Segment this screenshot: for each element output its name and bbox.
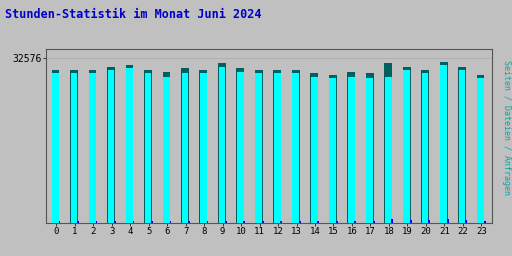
Text: Seiten / Dateien / Anfragen: Seiten / Dateien / Anfragen <box>502 60 511 196</box>
Bar <box>440 62 447 223</box>
Bar <box>77 221 79 223</box>
Bar <box>151 221 153 223</box>
Bar <box>188 221 190 223</box>
Bar <box>410 220 412 223</box>
Bar <box>329 75 336 223</box>
Bar <box>274 73 281 223</box>
Bar <box>299 221 301 223</box>
Bar <box>459 70 465 223</box>
Bar <box>144 73 151 223</box>
Bar <box>403 70 410 223</box>
Bar <box>347 72 355 223</box>
Bar <box>219 67 225 223</box>
Bar <box>107 67 115 223</box>
Bar <box>273 70 281 223</box>
Bar <box>237 68 244 223</box>
Bar <box>70 70 78 223</box>
Bar <box>182 73 188 223</box>
Bar <box>125 65 133 223</box>
Bar <box>108 70 114 223</box>
Bar <box>52 73 59 223</box>
Bar <box>126 68 133 223</box>
Bar <box>89 73 96 223</box>
Bar <box>244 221 245 223</box>
Bar <box>348 77 355 223</box>
Bar <box>71 73 77 223</box>
Bar <box>200 70 207 223</box>
Bar <box>403 67 411 223</box>
Bar <box>311 77 317 223</box>
Bar <box>281 221 282 223</box>
Bar <box>422 73 429 223</box>
Bar <box>421 70 429 223</box>
Bar <box>133 221 135 223</box>
Bar <box>484 221 485 223</box>
Bar <box>262 221 264 223</box>
Bar <box>440 65 447 223</box>
Text: Stunden-Statistik im Monat Juni 2024: Stunden-Statistik im Monat Juni 2024 <box>5 8 262 21</box>
Bar <box>391 219 393 223</box>
Bar <box>385 63 392 223</box>
Bar <box>292 70 300 223</box>
Bar <box>200 73 207 223</box>
Bar <box>310 73 318 223</box>
Bar <box>144 70 152 223</box>
Bar <box>52 70 59 223</box>
Bar <box>317 221 319 223</box>
Bar <box>329 78 336 223</box>
Bar <box>169 221 172 223</box>
Bar <box>225 221 227 223</box>
Bar <box>114 221 116 223</box>
Bar <box>354 221 356 223</box>
Bar <box>237 72 244 223</box>
Bar <box>89 70 96 223</box>
Bar <box>367 78 373 223</box>
Bar <box>447 219 449 223</box>
Bar <box>366 73 374 223</box>
Bar <box>59 221 60 223</box>
Bar <box>206 221 208 223</box>
Bar <box>218 63 226 223</box>
Bar <box>373 221 375 223</box>
Bar <box>255 73 262 223</box>
Bar <box>477 75 484 223</box>
Bar <box>465 220 467 223</box>
Bar <box>163 77 170 223</box>
Bar <box>181 68 189 223</box>
Bar <box>458 67 466 223</box>
Bar <box>255 70 263 223</box>
Bar <box>336 221 338 223</box>
Bar <box>385 77 392 223</box>
Bar <box>429 220 430 223</box>
Bar <box>96 221 97 223</box>
Bar <box>477 78 484 223</box>
Bar <box>162 72 170 223</box>
Bar <box>292 73 299 223</box>
